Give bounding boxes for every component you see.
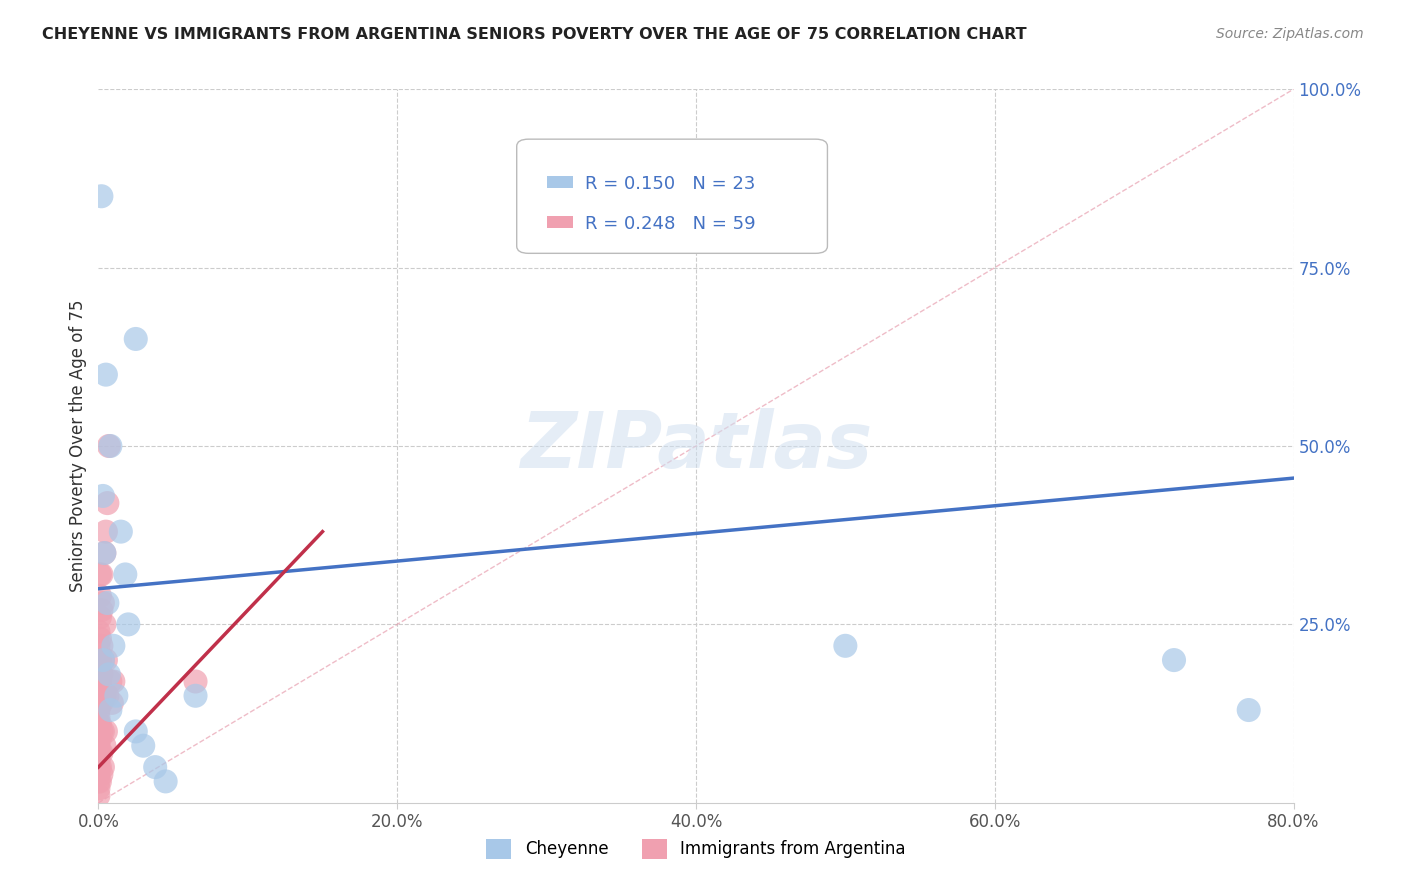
Point: [91, 653, 114, 667]
Point: [89, 731, 111, 746]
Text: CHEYENNE VS IMMIGRANTS FROM ARGENTINA SENIORS POVERTY OVER THE AGE OF 75 CORRELA: CHEYENNE VS IMMIGRANTS FROM ARGENTINA SE…: [42, 27, 1026, 42]
Point: [96, 496, 118, 510]
Point: [87, 760, 110, 774]
Point: [155, 774, 177, 789]
Point: [110, 524, 132, 539]
Point: [101, 696, 124, 710]
Point: [114, 567, 136, 582]
Point: [87, 774, 110, 789]
Point: [91, 724, 114, 739]
Point: [93, 617, 115, 632]
Point: [184, 689, 207, 703]
Point: [90, 667, 112, 681]
Point: [97, 667, 120, 681]
Point: [90, 767, 112, 781]
Point: [125, 724, 148, 739]
Point: [89, 760, 111, 774]
Point: [90, 639, 112, 653]
Point: [94, 524, 117, 539]
Point: [98, 703, 122, 717]
Point: [93, 546, 115, 560]
Point: [105, 689, 128, 703]
Point: [103, 674, 125, 689]
FancyBboxPatch shape: [517, 139, 827, 253]
Point: [87, 703, 110, 717]
Point: [87, 789, 110, 803]
Point: [91, 760, 114, 774]
Point: [87, 767, 110, 781]
Point: [87, 746, 110, 760]
Text: Source: ZipAtlas.com: Source: ZipAtlas.com: [1216, 27, 1364, 41]
Point: [91, 596, 114, 610]
Point: [87, 753, 110, 767]
Point: [90, 603, 112, 617]
Text: ZIPatlas: ZIPatlas: [520, 408, 872, 484]
Point: [97, 439, 120, 453]
Y-axis label: Seniors Poverty Over the Age of 75: Seniors Poverty Over the Age of 75: [69, 300, 87, 592]
Point: [91, 489, 114, 503]
Point: [87, 639, 110, 653]
Point: [87, 717, 110, 731]
Point: [94, 653, 117, 667]
FancyBboxPatch shape: [547, 216, 572, 228]
Point: [103, 639, 125, 653]
Point: [89, 696, 111, 710]
Point: [89, 774, 111, 789]
FancyBboxPatch shape: [547, 176, 572, 188]
Point: [93, 739, 115, 753]
Point: [87, 696, 110, 710]
Point: [87, 731, 110, 746]
Point: [94, 368, 117, 382]
Point: [89, 674, 111, 689]
Point: [93, 546, 115, 560]
Point: [87, 781, 110, 796]
Point: [90, 696, 112, 710]
Point: [87, 667, 110, 681]
Point: [90, 724, 112, 739]
Legend: Cheyenne, Immigrants from Argentina: Cheyenne, Immigrants from Argentina: [479, 832, 912, 866]
Point: [143, 760, 166, 774]
Point: [89, 567, 111, 582]
Point: [1163, 653, 1185, 667]
Point: [98, 439, 122, 453]
Point: [96, 596, 118, 610]
Point: [90, 746, 112, 760]
Point: [91, 653, 114, 667]
Point: [90, 189, 112, 203]
Point: [132, 739, 155, 753]
Point: [89, 632, 111, 646]
Point: [94, 724, 117, 739]
Point: [91, 689, 114, 703]
Point: [96, 689, 118, 703]
Point: [89, 717, 111, 731]
Point: [89, 610, 111, 624]
Point: [117, 617, 139, 632]
Point: [98, 674, 122, 689]
Point: [87, 689, 110, 703]
Point: [89, 653, 111, 667]
Point: [93, 689, 115, 703]
Point: [87, 681, 110, 696]
Point: [90, 567, 112, 582]
Text: R = 0.248   N = 59: R = 0.248 N = 59: [585, 215, 755, 233]
Point: [89, 746, 111, 760]
Point: [87, 710, 110, 724]
Point: [87, 739, 110, 753]
Text: R = 0.150   N = 23: R = 0.150 N = 23: [585, 175, 755, 194]
Point: [89, 589, 111, 603]
Point: [87, 624, 110, 639]
Point: [184, 674, 207, 689]
Point: [125, 332, 148, 346]
Point: [1237, 703, 1260, 717]
Point: [87, 653, 110, 667]
Point: [834, 639, 856, 653]
Point: [87, 724, 110, 739]
